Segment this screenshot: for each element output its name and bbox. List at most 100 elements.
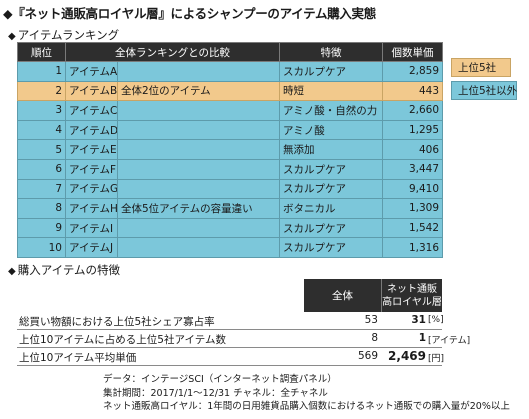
- item-cell: アイテムC: [65, 100, 118, 121]
- feature-cell: スカルプケア: [279, 237, 383, 258]
- rank-cell: 10: [17, 237, 66, 258]
- value-loyal: 1: [418, 332, 426, 344]
- header-all: 全体: [304, 279, 382, 312]
- features-section-heading: ◆ 購入アイテムの特徴: [8, 262, 120, 278]
- units-cell: 9,410: [382, 178, 443, 200]
- rank-cell: 8: [17, 198, 66, 219]
- header-feature: 特徴: [279, 42, 383, 62]
- item-cell: アイテムI: [65, 217, 118, 239]
- features-table: 全体 ネット通販 高ロイヤル層 総買い物額における上位5社シェア寡占率 53 31 [%…: [17, 279, 470, 366]
- units-cell: 1,295: [382, 119, 443, 141]
- rank-cell: 9: [17, 217, 66, 239]
- compare-cell: 全体5位アイテムの容量違い: [117, 198, 280, 219]
- compare-cell: [117, 178, 280, 200]
- feature-cell: スカルプケア: [279, 178, 383, 200]
- compare-cell: [117, 237, 280, 258]
- compare-cell: 全体2位のアイテム: [117, 80, 280, 102]
- ranking-section-heading: ◆ アイテムランキング: [8, 27, 119, 43]
- feature-row: 上位10アイテムに占める上位5社アイテム数 8 1 [アイテム]: [17, 330, 470, 348]
- feature-row: 総買い物額における上位5社シェア寡占率 53 31 [%]: [17, 312, 444, 330]
- ranking-row: 3 アイテムC アミノ酸・自然の力 2,660: [17, 100, 443, 121]
- legend-top5: 上位5社: [451, 58, 511, 77]
- item-cell: アイテムE: [65, 139, 118, 160]
- rank-cell: 1: [17, 61, 66, 82]
- rank-cell: 4: [17, 119, 66, 141]
- note-line: データ：インテージSCI（インターネット調査パネル）: [103, 374, 337, 385]
- value-all: 8: [371, 332, 378, 344]
- header-loyal: ネット通販 高ロイヤル層: [382, 279, 442, 312]
- value-unit: [アイテム]: [428, 336, 471, 346]
- value-all: 569: [357, 350, 378, 362]
- item-cell: アイテムB: [65, 80, 118, 102]
- item-cell: アイテムJ: [65, 237, 118, 258]
- compare-cell: [117, 61, 280, 82]
- feature-cell: 時短: [279, 80, 383, 102]
- feature-cell: 無添加: [279, 139, 383, 160]
- features-header-row: 全体 ネット通販 高ロイヤル層: [17, 279, 442, 312]
- value-all: 53: [364, 314, 378, 326]
- ranking-row: 8 アイテムH 全体5位アイテムの容量違い ボタニカル 1,309: [17, 198, 443, 219]
- feature-cell: アミノ酸・自然の力: [279, 100, 383, 121]
- item-cell: アイテムF: [65, 158, 118, 180]
- features-heading-text: 購入アイテムの特徴: [17, 263, 121, 277]
- diamond-bullet-icon: ◆: [8, 266, 16, 277]
- rank-cell: 3: [17, 100, 66, 121]
- compare-cell: [117, 119, 280, 141]
- feature-label: 上位10アイテム平均単価: [19, 352, 137, 364]
- compare-cell: [117, 100, 280, 121]
- ranking-row: 9 アイテムI スカルプケア 1,542: [17, 217, 443, 239]
- rank-cell: 6: [17, 158, 66, 180]
- item-cell: アイテムA: [65, 61, 118, 82]
- ranking-row: 7 アイテムG スカルプケア 9,410: [17, 178, 443, 200]
- item-cell: アイテムH: [65, 198, 118, 219]
- item-cell: アイテムD: [65, 119, 118, 141]
- units-cell: 1,316: [382, 237, 443, 258]
- value-loyal: 2,469: [388, 349, 426, 363]
- ranking-header-row: 順位 全体ランキングとの比較 特徴 個数単価: [17, 42, 443, 62]
- ranking-row: 2 アイテムB 全体2位のアイテム 時短 443: [17, 80, 443, 102]
- diamond-bullet-icon: ◆: [8, 31, 16, 42]
- rank-cell: 5: [17, 139, 66, 160]
- units-cell: 443: [382, 80, 443, 102]
- feature-label: 総買い物額における上位5社シェア寡占率: [19, 316, 215, 328]
- rank-cell: 7: [17, 178, 66, 200]
- note-line: 集計期間：2017/1/1～12/31 チャネル：全チャネル: [103, 387, 328, 399]
- compare-cell: [117, 139, 280, 160]
- legend-others: 上位5社以外: [451, 81, 517, 100]
- ranking-row: 4 アイテムD アミノ酸 1,295: [17, 119, 443, 141]
- note-line: ネット通販高ロイヤル：1年間の日用雑貨品購入個数におけるネット通販での購入量が2…: [103, 401, 510, 412]
- units-cell: 3,447: [382, 158, 443, 180]
- feature-cell: スカルプケア: [279, 217, 383, 239]
- header-units: 個数単価: [382, 42, 443, 62]
- ranking-table: 順位 全体ランキングとの比較 特徴 個数単価 1 アイテムA スカルプケア 2,859…: [17, 42, 443, 258]
- ranking-row: 5 アイテムE 無添加 406: [17, 139, 443, 160]
- feature-label: 上位10アイテムに占める上位5社アイテム数: [19, 334, 226, 346]
- feature-row: 上位10アイテム平均単価 569 2,469 [円]: [17, 348, 445, 366]
- feature-cell: アミノ酸: [279, 119, 383, 141]
- value-unit: [円]: [428, 354, 445, 364]
- compare-cell: [117, 158, 280, 180]
- units-cell: 1,309: [382, 198, 443, 219]
- value-unit: [%]: [428, 315, 444, 325]
- units-cell: 1,542: [382, 217, 443, 239]
- page-title: ◆『ネット通販高ロイヤル層』によるシャンプーのアイテム購入実態: [3, 6, 376, 21]
- header-rank: 順位: [17, 42, 66, 62]
- feature-cell: スカルプケア: [279, 158, 383, 180]
- units-cell: 2,859: [382, 61, 443, 82]
- feature-cell: ボタニカル: [279, 198, 383, 219]
- item-cell: アイテムG: [65, 178, 118, 200]
- ranking-row: 10 アイテムJ スカルプケア 1,316: [17, 237, 443, 258]
- source-notes: データ：インテージSCI（インターネット調査パネル） 集計期間：2017/1/1…: [103, 373, 510, 414]
- units-cell: 2,660: [382, 100, 443, 121]
- ranking-heading-text: アイテムランキング: [17, 28, 120, 42]
- header-loyal-line2: 高ロイヤル層: [382, 296, 442, 308]
- rank-cell: 2: [17, 80, 66, 102]
- header-compare: 全体ランキングとの比較: [65, 42, 280, 62]
- compare-cell: [117, 217, 280, 239]
- ranking-row: 6 アイテムF スカルプケア 3,447: [17, 158, 443, 180]
- header-loyal-line1: ネット通販: [386, 283, 437, 295]
- ranking-row: 1 アイテムA スカルプケア 2,859: [17, 61, 443, 82]
- units-cell: 406: [382, 139, 443, 160]
- feature-cell: スカルプケア: [279, 61, 383, 82]
- value-loyal: 31: [411, 314, 426, 326]
